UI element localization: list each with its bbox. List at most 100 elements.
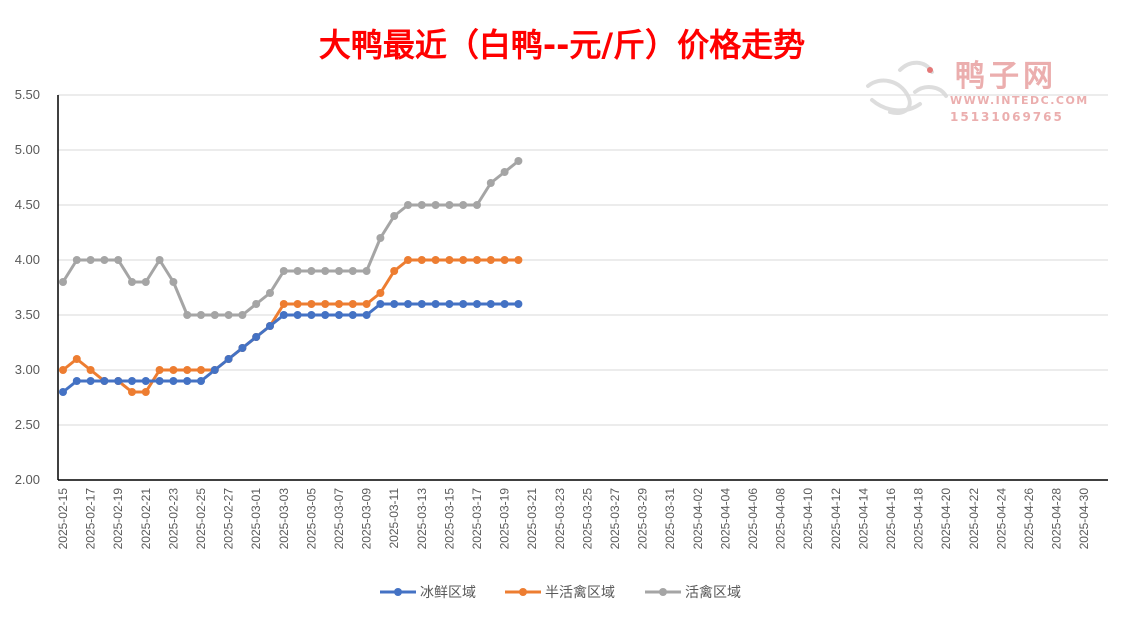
data-point <box>445 300 454 308</box>
x-tick-label: 2025-04-14 <box>856 488 870 550</box>
data-point <box>431 300 440 308</box>
x-tick-label: 2025-03-27 <box>608 488 622 550</box>
legend-item: 冰鲜区域 <box>380 585 476 601</box>
x-tick-label: 2025-04-30 <box>1077 488 1091 550</box>
data-point <box>197 366 205 374</box>
x-tick-label: 2025-03-13 <box>415 488 429 550</box>
data-point <box>114 256 123 264</box>
data-point <box>348 267 357 275</box>
data-point <box>486 179 495 187</box>
data-point <box>72 355 81 363</box>
data-point <box>252 300 261 308</box>
data-point <box>486 256 495 264</box>
data-point <box>307 300 316 308</box>
x-tick-label: 2025-03-05 <box>304 488 318 550</box>
data-point <box>293 311 302 319</box>
data-point <box>224 355 233 363</box>
series-冰鲜区域 <box>59 300 523 396</box>
data-point <box>417 300 426 308</box>
data-point <box>279 300 288 308</box>
x-axis-ticks: 2025-02-15 2025-02-17 2025-02-19 2025-02-21… <box>56 488 1091 550</box>
series-line <box>62 302 519 394</box>
data-point <box>404 256 412 264</box>
data-point <box>183 311 192 319</box>
data-point <box>86 256 95 264</box>
data-point <box>224 311 233 319</box>
data-point <box>390 300 399 308</box>
y-tick-label: 3.00 <box>15 362 40 377</box>
y-tick-label: 5.50 <box>15 87 40 102</box>
data-point <box>183 366 192 374</box>
x-tick-label: 2025-03-21 <box>525 488 539 550</box>
data-point <box>279 267 288 275</box>
x-tick-label: 2025-02-19 <box>111 488 125 550</box>
data-point <box>155 256 164 264</box>
data-point <box>72 256 81 264</box>
data-point <box>348 311 357 319</box>
series-line <box>61 159 520 317</box>
x-tick-label: 2025-03-19 <box>498 488 512 550</box>
data-point <box>59 388 67 396</box>
data-point <box>335 300 343 308</box>
data-point <box>293 267 302 275</box>
x-tick-label: 2025-04-12 <box>829 488 843 550</box>
x-tick-label: 2025-03-25 <box>580 488 594 550</box>
x-tick-label: 2025-04-20 <box>939 488 953 550</box>
data-point <box>376 234 385 242</box>
x-tick-label: 2025-04-22 <box>967 488 981 550</box>
y-tick-label: 5.00 <box>15 142 40 157</box>
data-point <box>169 278 178 286</box>
data-point <box>404 201 412 209</box>
data-point <box>362 300 371 308</box>
x-tick-label: 2025-02-27 <box>222 488 236 550</box>
data-point <box>417 256 426 264</box>
x-tick-label: 2025-03-07 <box>332 488 346 550</box>
series-活禽区域 <box>59 157 523 319</box>
chart-title: 大鸭最近（白鸭--元/斤）价格走势 <box>319 26 805 64</box>
data-point <box>100 377 109 385</box>
series-半活禽区域 <box>59 256 523 396</box>
x-tick-label: 2025-03-09 <box>360 488 374 550</box>
data-point <box>514 300 523 308</box>
data-point <box>252 333 261 341</box>
data-point <box>335 311 343 319</box>
data-point <box>500 300 509 308</box>
data-point <box>183 377 192 385</box>
data-point <box>335 267 343 275</box>
data-point <box>376 289 385 297</box>
data-point <box>128 377 136 385</box>
x-tick-label: 2025-04-06 <box>746 488 760 550</box>
data-point <box>473 300 481 308</box>
y-tick-label: 4.00 <box>15 252 40 267</box>
data-point <box>307 267 316 275</box>
data-point <box>238 311 247 319</box>
data-point <box>293 300 302 308</box>
x-tick-label: 2025-03-29 <box>636 488 650 550</box>
data-point <box>59 278 67 286</box>
data-point <box>321 311 330 319</box>
data-point <box>404 300 412 308</box>
legend-item: 半活禽区域 <box>505 584 615 601</box>
x-tick-label: 2025-04-16 <box>884 488 898 550</box>
data-point <box>362 267 371 275</box>
x-tick-label: 2025-04-08 <box>774 488 788 550</box>
x-tick-label: 2025-02-21 <box>139 488 153 550</box>
data-point <box>473 201 481 209</box>
data-point <box>100 256 109 264</box>
legend-label: 冰鲜区域 <box>420 585 476 601</box>
data-point <box>86 377 95 385</box>
x-tick-label: 2025-03-31 <box>663 488 677 550</box>
data-point <box>321 300 330 308</box>
data-point <box>210 366 219 374</box>
data-point <box>238 344 247 352</box>
data-point <box>155 366 164 374</box>
x-tick-label: 2025-03-11 <box>387 488 401 549</box>
data-point <box>362 311 371 319</box>
y-tick-label: 3.50 <box>15 307 40 322</box>
data-point <box>473 256 481 264</box>
legend-marker <box>519 588 527 596</box>
watermark-brand: 鸭子网 <box>955 59 1057 94</box>
axes <box>57 95 1108 481</box>
data-point <box>321 267 330 275</box>
